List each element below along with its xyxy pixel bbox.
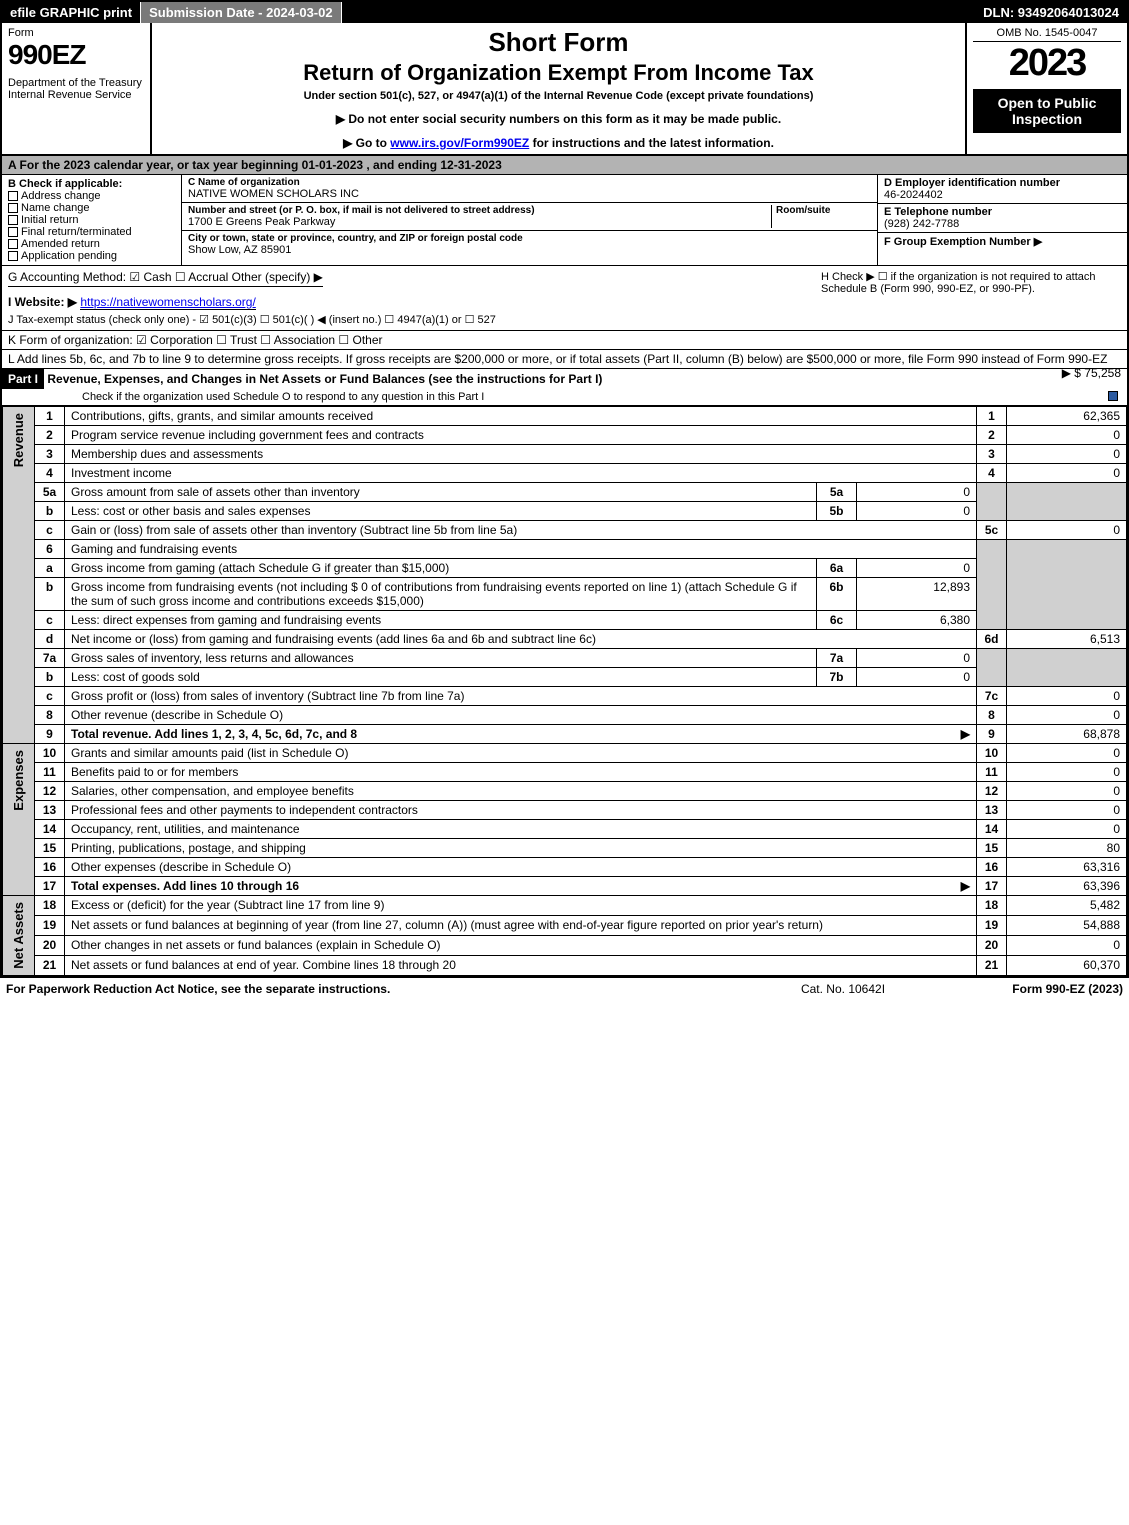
omb: OMB No. 1545-0047 [973, 27, 1121, 42]
irs-link[interactable]: www.irs.gov/Form990EZ [390, 136, 529, 150]
e-row: E Telephone number (928) 242-7788 [878, 204, 1127, 233]
b-opt-2[interactable]: Initial return [8, 214, 175, 226]
i-label: I Website: ▶ [8, 295, 77, 309]
col-c: C Name of organization NATIVE WOMEN SCHO… [182, 175, 877, 265]
topbar: efile GRAPHIC print Submission Date - 20… [2, 2, 1127, 23]
f-row: F Group Exemption Number ▶ [878, 233, 1127, 250]
part1-title: Revenue, Expenses, and Changes in Net As… [47, 372, 602, 386]
header-left: Form 990EZ Department of the Treasury In… [2, 23, 152, 154]
room-label: Room/suite [776, 205, 871, 216]
part1-header-row: Part I Revenue, Expenses, and Changes in… [2, 369, 1127, 406]
footer-right: Form 990-EZ (2023) [943, 982, 1123, 996]
c-name-row: C Name of organization NATIVE WOMEN SCHO… [182, 175, 877, 203]
expenses-label: Expenses [9, 746, 28, 815]
org-name: NATIVE WOMEN SCHOLARS INC [188, 188, 871, 200]
ein: 46-2024402 [884, 189, 1121, 201]
revenue-label: Revenue [9, 409, 28, 471]
street-label: Number and street (or P. O. box, if mail… [188, 205, 771, 216]
b-opt-0[interactable]: Address change [8, 190, 175, 202]
efile-label[interactable]: efile GRAPHIC print [2, 2, 141, 23]
c-name-label: C Name of organization [188, 177, 871, 188]
form-word: Form [8, 27, 144, 39]
form-container: efile GRAPHIC print Submission Date - 20… [0, 0, 1129, 978]
year: 2023 [973, 42, 1121, 85]
part1-label: Part I [2, 369, 44, 389]
row-a: A For the 2023 calendar year, or tax yea… [2, 156, 1127, 175]
note2: ▶ Go to www.irs.gov/Form990EZ for instru… [160, 136, 957, 150]
b-opt-1[interactable]: Name change [8, 202, 175, 214]
checkbox-icon[interactable] [8, 215, 18, 225]
col-def: D Employer identification number 46-2024… [877, 175, 1127, 265]
irs: Internal Revenue Service [8, 89, 144, 101]
inspection-badge: Open to Public Inspection [973, 89, 1121, 133]
h-schedule-b: H Check ▶ ☐ if the organization is not r… [821, 270, 1121, 326]
e-label: E Telephone number [884, 206, 1121, 218]
submission-date: Submission Date - 2024-03-02 [141, 2, 342, 23]
col-b: B Check if applicable: Address change Na… [2, 175, 182, 265]
dln: DLN: 93492064013024 [975, 2, 1127, 23]
g-accounting: G Accounting Method: ☑ Cash ☐ Accrual Ot… [8, 270, 323, 287]
checkbox-icon[interactable] [8, 203, 18, 213]
footer-center: Cat. No. 10642I [743, 982, 943, 996]
note1: ▶ Do not enter social security numbers o… [160, 112, 957, 126]
street: 1700 E Greens Peak Parkway [188, 216, 771, 228]
header-right: OMB No. 1545-0047 2023 Open to Public In… [967, 23, 1127, 154]
footer-left: For Paperwork Reduction Act Notice, see … [6, 982, 743, 996]
b-opt-5[interactable]: Application pending [8, 250, 175, 262]
form-number: 990EZ [8, 39, 144, 71]
footer: For Paperwork Reduction Act Notice, see … [0, 978, 1129, 1000]
checkbox-icon[interactable] [1108, 391, 1118, 401]
city-label: City or town, state or province, country… [188, 233, 523, 244]
checkbox-icon[interactable] [8, 251, 18, 261]
checkbox-icon[interactable] [8, 191, 18, 201]
website-link[interactable]: https://nativewomenscholars.org/ [80, 295, 255, 310]
form-title: Return of Organization Exempt From Incom… [160, 60, 957, 86]
section-gh: G Accounting Method: ☑ Cash ☐ Accrual Ot… [2, 266, 1127, 331]
l-row: L Add lines 5b, 6c, and 7b to line 9 to … [2, 350, 1127, 369]
subtitle: Under section 501(c), 527, or 4947(a)(1)… [160, 90, 957, 102]
short-form: Short Form [160, 27, 957, 58]
netassets-label: Net Assets [9, 898, 28, 973]
section-bcdef: B Check if applicable: Address change Na… [2, 175, 1127, 266]
checkbox-icon[interactable] [8, 227, 18, 237]
d-row: D Employer identification number 46-2024… [878, 175, 1127, 204]
f-label: F Group Exemption Number ▶ [884, 236, 1042, 248]
dept: Department of the Treasury [8, 77, 144, 89]
phone: (928) 242-7788 [884, 218, 1121, 230]
part1-check: Check if the organization used Schedule … [82, 391, 484, 403]
b-opt-4[interactable]: Amended return [8, 238, 175, 250]
part1-table: Revenue 1Contributions, gifts, grants, a… [2, 406, 1127, 976]
city: Show Low, AZ 85901 [188, 244, 523, 256]
b-opt-3[interactable]: Final return/terminated [8, 226, 175, 238]
c-city-row: City or town, state or province, country… [182, 231, 877, 258]
b-label: B Check if applicable: [8, 178, 175, 190]
d-label: D Employer identification number [884, 177, 1121, 189]
l-amount: ▶ $ 75,258 [1062, 366, 1121, 380]
header: Form 990EZ Department of the Treasury In… [2, 23, 1127, 156]
header-center: Short Form Return of Organization Exempt… [152, 23, 967, 154]
checkbox-icon[interactable] [8, 239, 18, 249]
k-row: K Form of organization: ☑ Corporation ☐ … [2, 331, 1127, 350]
j-tax-status: J Tax-exempt status (check only one) - ☑… [8, 313, 821, 326]
c-street-row: Number and street (or P. O. box, if mail… [182, 203, 877, 231]
